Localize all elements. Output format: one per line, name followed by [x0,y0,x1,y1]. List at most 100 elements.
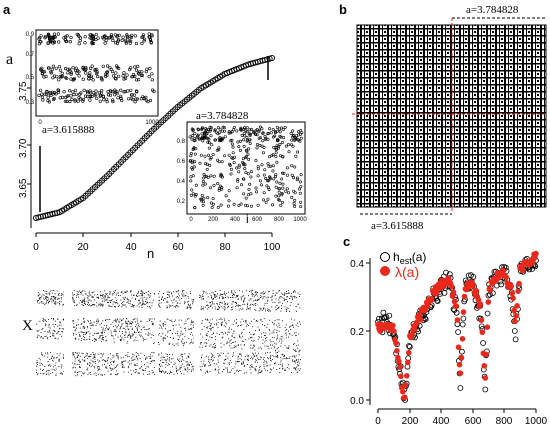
recurrence-plot [352,18,547,212]
bifurcation-point [96,319,98,321]
bifurcation-point [175,368,177,370]
bifurcation-point [75,337,77,339]
bifurcation-point [116,292,118,294]
bifurcation-point [72,354,74,356]
bifurcation-point [287,292,289,294]
bifurcation-point [50,352,51,353]
bifurcation-point [249,290,250,292]
bifurcation-point [274,320,276,321]
bifurcation-point [260,371,262,373]
bifurcation-point [101,374,103,376]
bifurcation-point [133,359,135,361]
bifurcation-point [211,296,212,298]
bifurcation-point [175,296,177,298]
bifurcation-point [44,355,46,357]
inset-right-point [261,139,265,143]
bifurcation-point [206,370,208,372]
inset-left-point [108,66,112,70]
bifurcation-point [94,355,96,357]
bifurcation-point [260,308,262,310]
bifurcation-point [200,361,202,362]
inset-right-point [249,170,253,174]
bifurcation-point [288,290,289,292]
bifurcation-point [238,325,239,326]
bifurcation-point [83,335,85,337]
bifurcation-point [99,360,100,362]
bifurcation-point [88,300,90,302]
lambda-point [433,290,440,297]
inset-right-point [193,206,197,210]
bifurcation-point [151,370,153,372]
bifurcation-point [267,291,269,293]
bifurcation-point [150,360,152,362]
bifurcation-point [188,306,190,308]
bifurcation-point [123,299,125,300]
inset-right-point [246,204,250,208]
inset-right-point [280,141,284,145]
bifurcation-point [242,336,244,338]
bifurcation-point [240,353,242,355]
inset-left-point [150,34,154,38]
panel-c-xtick-1000: 1000 [525,416,548,427]
bifurcation-point [125,332,127,334]
bifurcation-point [88,338,90,340]
bifurcation-point [142,337,144,339]
bifurcation-point [224,303,225,305]
bifurcation-point [258,336,260,337]
bifurcation-point [299,296,300,297]
bifurcation-point [163,322,164,324]
bifurcation-point [220,352,222,354]
bifurcation-point [204,363,206,365]
bifurcation-point [60,367,62,369]
bifurcation-point [270,310,271,312]
lambda-point [398,373,404,380]
inset-right-point [268,127,272,131]
bifurcation-point [206,333,208,334]
bifurcation-point [261,336,262,338]
bifurcation-point [162,357,164,359]
bifurcation-point [294,332,295,334]
inset-right-point [230,130,234,134]
bifurcation-point [55,303,57,305]
inset-right-point [243,134,247,138]
inset-right-point [246,172,250,176]
bifurcation-point [74,305,76,307]
inset-right-point [200,126,204,130]
bifurcation-point [83,299,85,301]
bifurcation-point [125,329,127,331]
bifurcation-point [163,297,165,299]
bifurcation-point [80,300,82,301]
bifurcation-point [142,303,143,305]
inset-left-point [43,34,48,39]
bifurcation-point [205,355,207,357]
bifurcation-point [299,368,301,370]
bifurcation-point [127,352,129,353]
bifurcation-point [230,339,232,341]
inset-left-point [49,93,53,97]
inset-right-point [206,176,210,180]
bifurcation-point [134,339,136,341]
bifurcation-point [184,295,186,297]
bifurcation-point [269,319,271,321]
bifurcation-point [94,294,96,296]
bifurcation-point [295,350,297,352]
bifurcation-point [214,297,216,298]
bifurcation-point [242,307,244,309]
bifurcation-point [188,369,190,371]
bifurcation-point [61,364,63,366]
inset-right-point [189,175,193,179]
inset-right-point [257,128,261,132]
bifurcation-point [250,303,252,305]
bifurcation-point [229,364,230,365]
bifurcation-point [293,296,295,298]
bifurcation-point [203,360,205,362]
bifurcation-point [88,356,90,357]
bifurcation-point [129,301,131,303]
bifurcation-point [149,354,151,356]
bifurcation-point [288,346,290,348]
bifurcation-point [206,343,208,345]
bifurcation-point [246,354,248,356]
bifurcation-point [97,332,99,334]
bifurcation-point [48,298,50,300]
bifurcation-point [184,342,185,344]
